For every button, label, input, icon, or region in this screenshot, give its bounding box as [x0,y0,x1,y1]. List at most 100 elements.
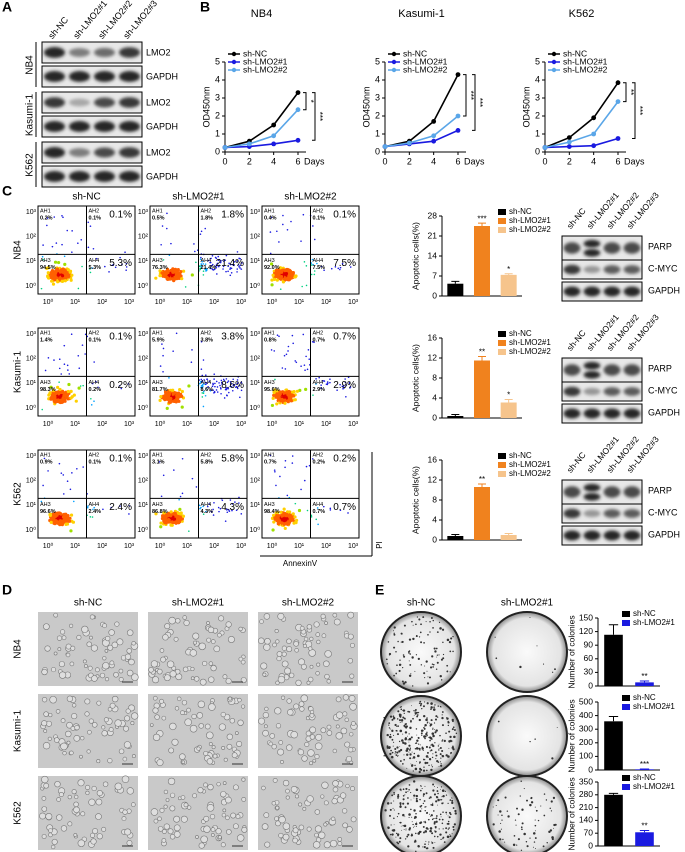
y-tick-label: 100 [579,751,593,761]
cell [65,730,72,738]
colony [401,829,403,831]
y-tick-label: 10² [26,234,37,241]
cell [95,798,103,806]
colony [403,655,406,658]
x-tick-label: 10⁰ [43,298,54,306]
cell [180,710,185,716]
y-tick-label: 400 [579,710,593,720]
colony [420,664,423,666]
flow-event [330,267,333,270]
colony [388,746,391,749]
colony [521,828,523,831]
legend-swatch [622,775,630,781]
flow-event [54,270,58,275]
y-axis-label: Apoptotic cells(%) [410,222,420,290]
cell [226,743,233,750]
flow-event [64,517,68,521]
colony [523,832,526,836]
x-tick-label: 6 [455,156,460,166]
quadrant-name: AH3 [40,502,51,508]
dish [486,775,568,852]
colony [411,685,414,687]
colony [447,815,449,817]
quadrant-value: 95.6% [264,387,280,393]
flow-event [241,262,243,264]
colony [534,738,536,740]
colony [532,832,536,835]
colony [397,797,399,799]
cell [69,750,74,756]
colony [388,724,390,726]
flow-event [230,386,233,388]
colony [422,769,426,772]
colony [403,717,406,720]
flow-event [58,270,63,274]
x-tick-label: 10⁰ [267,298,278,306]
quadrant-name: AH2 [201,330,212,336]
flow-event [272,393,276,397]
colony [413,715,415,716]
flow-event [323,380,326,382]
cell [114,782,123,791]
colony [415,654,418,656]
quadrant-value: 3.1% [152,459,165,465]
cell [320,794,325,799]
colony [411,751,413,753]
cell [189,724,198,733]
colony [550,800,553,803]
colony [529,617,531,619]
colony [415,711,418,714]
cell [167,828,174,835]
quadrant-value: 0.8% [264,337,277,343]
cell [50,667,57,673]
flow-event [276,514,281,518]
y-tick-label: 280 [579,789,593,799]
flow-event [310,516,313,518]
micrograph [38,612,138,686]
cell [90,838,97,845]
flow-event [200,230,203,233]
quadrant-value: 81.7% [152,387,168,393]
colony [551,757,554,760]
cell [131,641,136,646]
colony [402,733,404,735]
flow-event [202,263,205,265]
colony [401,680,404,683]
flow-event [281,367,284,369]
flow-event [204,381,207,384]
cell [277,612,285,620]
colony [399,745,401,747]
chart-title: Kasumi-1 [398,8,444,20]
flow-event [316,262,318,265]
colony [447,820,450,823]
error-bar [639,680,650,683]
quadrant-value: 2.9% [313,387,326,393]
flow-event [276,517,280,521]
y-tick-label: 70 [584,827,594,837]
colony [435,820,438,823]
cell [99,672,106,679]
flow-event [342,385,345,387]
colony [439,734,441,737]
error-bar [478,483,486,487]
colony [440,838,442,841]
x-tick-label: 10¹ [182,421,193,428]
flow-event [199,265,201,267]
bar [474,360,490,418]
colony [445,811,448,814]
cell [349,673,355,679]
colony [520,780,522,782]
colony [391,829,394,832]
cell [331,798,338,805]
cell [83,664,88,668]
flow-event [341,262,344,265]
colony [400,748,403,752]
flow-event [301,285,303,288]
quadrant-percent: 0.2% [109,380,132,391]
flow-event [233,261,236,263]
flow-event [191,349,193,351]
blot-band [583,483,601,492]
colony [442,837,444,840]
axis-label: AnnexinV [283,559,318,568]
cell [347,611,355,619]
